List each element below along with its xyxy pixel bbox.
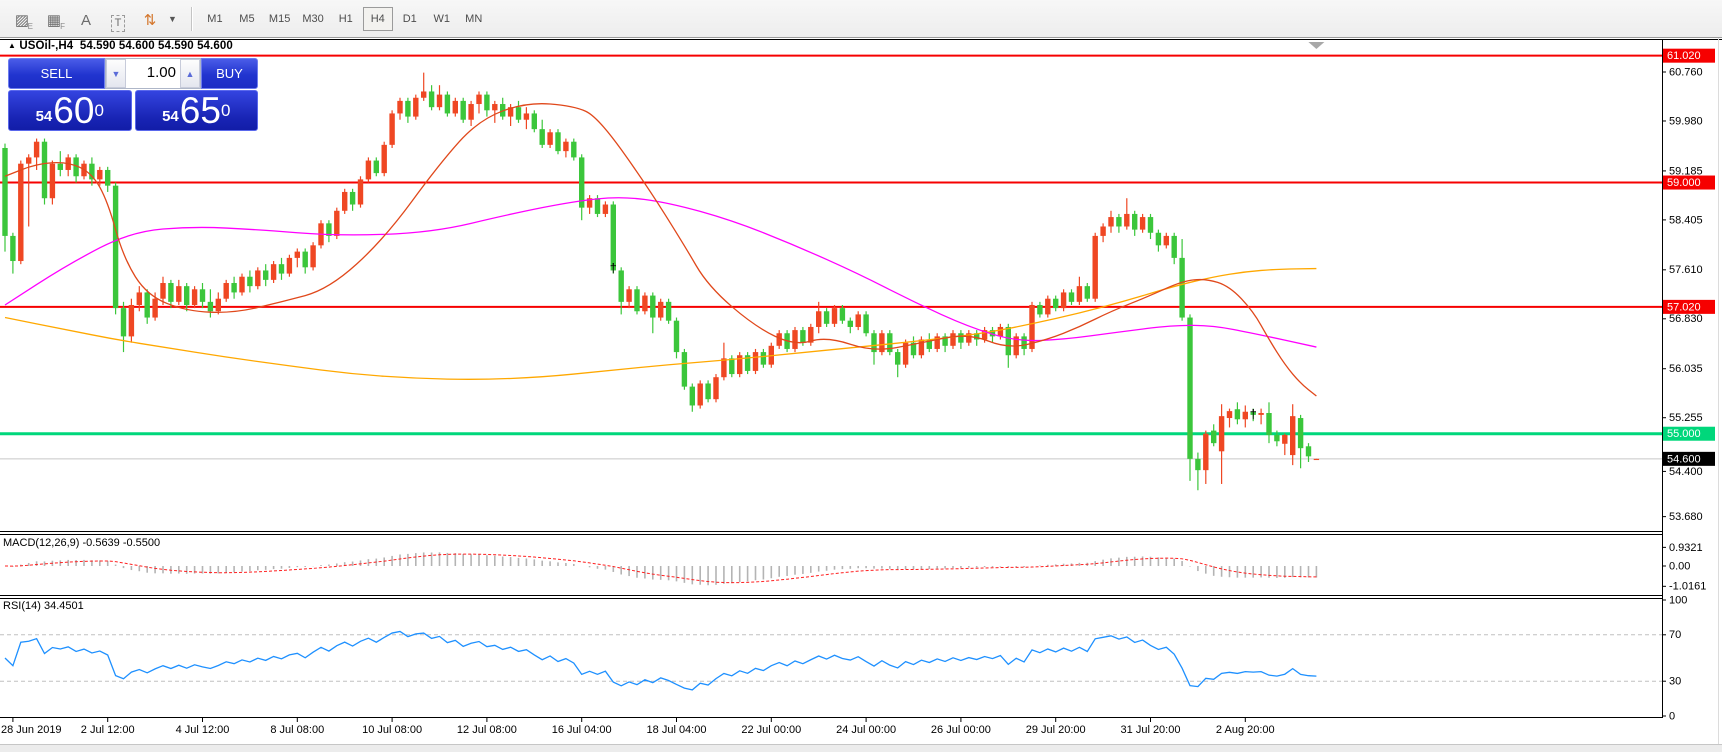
one-click-trade-panel: SELL ▼ 1.00 ▲ BUY 54 60 0 54 65 0	[8, 58, 258, 131]
timeframe-button-h1[interactable]: H1	[338, 12, 353, 25]
buy-price-sup: 0	[220, 101, 231, 120]
timeframe-button-h4[interactable]: H4	[362, 6, 393, 31]
svg-text:22 Jul 00:00: 22 Jul 00:00	[741, 724, 801, 736]
svg-text:26 Jul 00:00: 26 Jul 00:00	[931, 724, 991, 736]
svg-text:57.020: 57.020	[1667, 301, 1701, 313]
svg-text:59.980: 59.980	[1669, 115, 1703, 127]
timeframe-button-m15[interactable]: M15	[268, 12, 291, 25]
buy-price-major: 54	[162, 108, 179, 125]
svg-text:53.680: 53.680	[1669, 511, 1703, 523]
macd-indicator-label: MACD(12,26,9) -0.5639 -0.5500	[3, 537, 161, 549]
level-lines: 61.020 59.000 57.020 55.000 54.600	[0, 48, 1715, 466]
timeframe-button-m30[interactable]: M30	[302, 12, 324, 25]
svg-text:59.185: 59.185	[1669, 165, 1703, 177]
text-label-icon[interactable]: A	[80, 11, 91, 29]
svg-text:60.760: 60.760	[1669, 66, 1703, 78]
chart-title: ▲ USOil-,H4 54.590 54.600 54.590 54.600	[8, 40, 237, 52]
candles	[2, 72, 1320, 491]
timeframe-button-w1[interactable]: W1	[433, 12, 450, 25]
svg-text:12 Jul 08:00: 12 Jul 08:00	[457, 724, 517, 736]
svg-text:54.400: 54.400	[1669, 466, 1703, 478]
sell-price-sup: 0	[94, 101, 104, 120]
sell-price-tile[interactable]: 54 60 0	[8, 90, 132, 131]
collapse-arrow-icon: ▲	[8, 41, 17, 50]
timeframe-button-d1[interactable]: D1	[402, 12, 417, 25]
svg-text:0.00: 0.00	[1669, 560, 1690, 572]
svg-text:-1.0161: -1.0161	[1669, 581, 1706, 593]
svg-text:4 Jul 12:00: 4 Jul 12:00	[176, 724, 230, 736]
sell-price-big: 60	[53, 90, 95, 131]
pane-borders	[0, 39, 1722, 718]
svg-text:18 Jul 04:00: 18 Jul 04:00	[647, 724, 707, 736]
volume-input[interactable]: 1.00	[146, 64, 176, 81]
svg-text:0: 0	[1669, 710, 1675, 722]
indicators-icon[interactable]: ▨ E	[14, 11, 33, 31]
svg-text:56.035: 56.035	[1669, 363, 1703, 375]
symbol-period-label: USOil-,H4	[19, 40, 74, 52]
chart-window[interactable]: 61.020 59.000 57.020 55.000 54.600 60.760 59.9…	[0, 38, 1722, 752]
macd-pane: 0.9321 0.00 -1.0161	[4, 542, 1706, 593]
timeframe-button-m1[interactable]: M1	[207, 12, 223, 25]
dropdown-caret-icon[interactable]: ▼	[168, 13, 177, 24]
volume-stepper: ▼ 1.00 ▲	[105, 58, 201, 89]
rsi-pane: 100 70 30 0	[0, 594, 1687, 722]
svg-text:56.830: 56.830	[1669, 313, 1703, 325]
svg-text:0.9321: 0.9321	[1669, 542, 1703, 554]
svg-text:54.600: 54.600	[1667, 453, 1701, 465]
sell-price-major: 54	[35, 108, 53, 125]
cross-marker: †	[610, 261, 617, 276]
buy-button[interactable]: BUY	[201, 58, 258, 89]
window-bottom-edge	[0, 744, 1722, 752]
svg-text:10 Jul 08:00: 10 Jul 08:00	[362, 724, 422, 736]
svg-text:29 Jul 20:00: 29 Jul 20:00	[1026, 724, 1086, 736]
sell-button[interactable]: SELL	[8, 58, 105, 89]
timeframe-button-group: M1 M5 M15 M30 H1 H4 D1 W1 MN	[200, 6, 491, 31]
svg-text:30: 30	[1669, 676, 1681, 688]
svg-text:16 Jul 04:00: 16 Jul 04:00	[552, 724, 612, 736]
volume-decrease-button[interactable]: ▼	[106, 59, 126, 88]
buy-price-big: 65	[179, 90, 221, 131]
svg-text:55.255: 55.255	[1669, 412, 1703, 424]
svg-text:57.610: 57.610	[1669, 264, 1703, 276]
svg-text:70: 70	[1669, 629, 1681, 641]
price-axis: 60.760 59.980 59.185 58.405 57.610 56.830 56.0…	[1662, 66, 1703, 523]
svg-text:58.405: 58.405	[1669, 214, 1703, 226]
svg-text:55.000: 55.000	[1667, 428, 1701, 440]
toolbar-separator	[190, 6, 192, 31]
timeframe-button-m5[interactable]: M5	[239, 12, 255, 25]
buy-price-tile[interactable]: 54 65 0	[134, 90, 258, 131]
svg-text:59.000: 59.000	[1667, 177, 1701, 189]
time-axis: 28 Jun 2019 2 Jul 12:00 4 Jul 12:00 8 Jul 0…	[1, 717, 1275, 736]
chart-canvas[interactable]: 61.020 59.000 57.020 55.000 54.600 60.760 59.9…	[0, 38, 1722, 752]
timeframe-button-mn[interactable]: MN	[465, 12, 483, 25]
svg-text:100: 100	[1669, 594, 1687, 606]
chart-shift-marker	[1308, 42, 1325, 49]
cycles-arrows-icon[interactable]: ⇅	[143, 11, 157, 29]
svg-text:31 Jul 20:00: 31 Jul 20:00	[1121, 724, 1181, 736]
svg-text:61.020: 61.020	[1667, 50, 1701, 62]
cross-marker: †	[1250, 406, 1257, 421]
svg-text:24 Jul 00:00: 24 Jul 00:00	[836, 724, 896, 736]
ohlc-readout: 54.590 54.600 54.590 54.600	[79, 40, 233, 52]
rsi-indicator-label: RSI(14) 34.4501	[3, 600, 84, 612]
svg-text:2 Jul 12:00: 2 Jul 12:00	[81, 724, 135, 736]
toolbar-icon-group: ▨ E ▦ F A T ⇅	[0, 6, 168, 32]
text-box-icon[interactable]: T	[104, 6, 132, 32]
grid-icon[interactable]: ▦ F	[46, 11, 65, 31]
volume-increase-button[interactable]: ▲	[180, 59, 200, 88]
toolbar: ▨ E ▦ F A T ⇅ ▼ M1 M5 M15 M30 H1 H4 D1 W1 MN	[0, 0, 1722, 38]
svg-text:2 Aug 20:00: 2 Aug 20:00	[1216, 724, 1275, 736]
svg-text:28 Jun 2019: 28 Jun 2019	[1, 724, 62, 736]
svg-text:8 Jul 08:00: 8 Jul 08:00	[270, 724, 324, 736]
